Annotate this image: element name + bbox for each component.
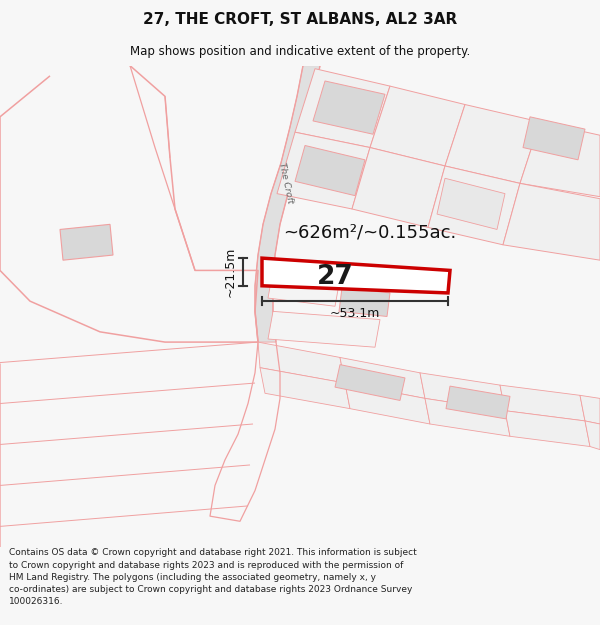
Polygon shape [339, 288, 390, 316]
Polygon shape [500, 385, 585, 421]
Polygon shape [268, 311, 380, 348]
Text: 27, THE CROFT, ST ALBANS, AL2 3AR: 27, THE CROFT, ST ALBANS, AL2 3AR [143, 12, 457, 27]
Polygon shape [420, 372, 505, 411]
Polygon shape [313, 81, 385, 134]
Text: Contains OS data © Crown copyright and database right 2021. This information is : Contains OS data © Crown copyright and d… [9, 549, 417, 606]
Polygon shape [523, 117, 585, 160]
Polygon shape [295, 69, 390, 148]
Polygon shape [258, 342, 345, 383]
Polygon shape [260, 368, 350, 409]
Text: The Croft: The Croft [277, 162, 295, 205]
Text: 27: 27 [317, 264, 354, 290]
Polygon shape [428, 166, 520, 245]
Polygon shape [580, 396, 600, 424]
Polygon shape [60, 224, 113, 260]
Polygon shape [370, 86, 465, 166]
Text: ~21.5m: ~21.5m [224, 247, 237, 297]
Polygon shape [505, 411, 590, 446]
Polygon shape [345, 383, 430, 424]
Polygon shape [352, 148, 445, 228]
Text: Map shows position and indicative extent of the property.: Map shows position and indicative extent… [130, 45, 470, 58]
Polygon shape [335, 364, 405, 401]
Polygon shape [277, 132, 370, 209]
Text: ~53.1m: ~53.1m [330, 308, 380, 320]
Polygon shape [503, 183, 600, 260]
Polygon shape [445, 104, 540, 183]
Polygon shape [268, 271, 340, 306]
Polygon shape [425, 398, 510, 436]
Text: ~626m²/~0.155ac.: ~626m²/~0.155ac. [283, 224, 457, 242]
Polygon shape [255, 66, 320, 342]
Polygon shape [295, 146, 365, 196]
Polygon shape [446, 386, 510, 419]
Polygon shape [585, 421, 600, 449]
Polygon shape [437, 178, 505, 229]
Polygon shape [340, 357, 425, 398]
Polygon shape [262, 258, 450, 293]
Polygon shape [520, 122, 600, 197]
